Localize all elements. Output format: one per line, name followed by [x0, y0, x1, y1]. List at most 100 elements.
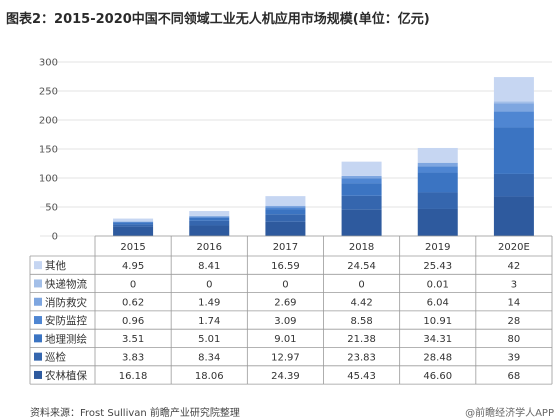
- source-note: 资料来源：Frost Sullivan 前瞻产业研究院整理: [30, 408, 240, 419]
- legend-label: 消防救灾: [45, 296, 87, 309]
- bar-segment: [341, 209, 382, 236]
- data-label: 4.42: [350, 298, 372, 309]
- data-label: 4.95: [122, 261, 144, 272]
- y-tick-label: 0: [52, 232, 58, 243]
- bar-segment: [189, 211, 230, 216]
- bar-segment: [493, 196, 534, 236]
- data-label: 0.96: [122, 316, 144, 327]
- bar-segment: [265, 205, 306, 208]
- data-label: 0: [282, 279, 288, 290]
- data-label: 3: [511, 279, 517, 290]
- legend-label: 其他: [45, 259, 66, 272]
- bar-segment: [341, 175, 382, 179]
- bar-segment: [113, 222, 154, 225]
- bar-segment: [265, 207, 306, 210]
- bar-segment: [189, 216, 230, 218]
- bar-segment: [189, 215, 230, 217]
- data-label: 0.01: [427, 279, 449, 290]
- legend-swatch: [34, 370, 42, 379]
- y-tick-label: 100: [39, 174, 58, 185]
- data-label: 9.01: [274, 334, 296, 345]
- data-label: 3.83: [122, 352, 144, 363]
- y-tick-label: 200: [39, 116, 58, 127]
- legend-swatch: [34, 261, 42, 270]
- data-label: 39: [508, 352, 521, 363]
- x-tick-label: 2019: [425, 242, 450, 253]
- y-axis: 0 50 100 150 200 250 300: [39, 58, 58, 243]
- data-label: 24.54: [347, 261, 376, 272]
- data-label: 3.09: [274, 316, 296, 327]
- data-label: 68: [508, 371, 521, 382]
- bar-segment: [113, 221, 154, 223]
- bar-segment: [341, 161, 382, 176]
- x-tick-label: 2017: [273, 242, 298, 253]
- data-label: 18.06: [195, 371, 224, 382]
- bar-segment: [417, 192, 458, 209]
- bar-segment: [493, 127, 534, 174]
- bar-segment: [189, 225, 230, 236]
- bar-segment: [341, 183, 382, 196]
- data-label: 46.60: [423, 371, 452, 382]
- legend-label: 快递物流: [45, 277, 87, 290]
- data-label: 16.18: [119, 371, 148, 382]
- chart-title: 图表2：2015-2020中国不同领域工业无人机应用市场规模(单位：亿元): [6, 12, 430, 27]
- data-label: 42: [508, 261, 521, 272]
- bar-segment: [417, 166, 458, 173]
- bar-segment: [417, 172, 458, 193]
- data-label: 28: [508, 316, 521, 327]
- data-label: 8.41: [198, 261, 220, 272]
- data-label: 0: [130, 279, 136, 290]
- x-tick-label: 2018: [349, 242, 374, 253]
- data-label: 2.69: [274, 298, 296, 309]
- bar-segment: [341, 178, 382, 184]
- bar-segment: [493, 101, 534, 104]
- bar-segment: [113, 226, 154, 236]
- data-label: 24.39: [271, 371, 300, 382]
- legend-label: 巡检: [45, 351, 66, 364]
- y-tick-label: 250: [39, 87, 58, 98]
- stacked-bar-chart: 0 50 100 150 200 250 3 0 0 2015 2016 2017 2018 2019 2…: [29, 58, 553, 385]
- data-label: 0.62: [122, 298, 144, 309]
- legend-label: 地理测绘: [45, 332, 87, 345]
- data-label: 45.43: [347, 371, 376, 382]
- x-tick-label: 2020E: [498, 242, 530, 253]
- data-label: 3.51: [122, 334, 144, 345]
- data-table: 2015 2016 2017 2018 2019 2020E 其他 4.95 8.41 16.59…: [29, 235, 553, 385]
- data-label: 8.58: [350, 316, 372, 327]
- bar-segment: [265, 214, 306, 222]
- x-tick-label: 2016: [197, 242, 222, 253]
- bar-segment: [265, 221, 306, 236]
- data-label: 1.74: [198, 316, 220, 327]
- data-label: 0: [358, 279, 364, 290]
- data-label: 6.04: [427, 298, 449, 309]
- y-tick-label: 150: [39, 145, 58, 156]
- bar-segment: [417, 147, 458, 163]
- y-tick-label: 50: [45, 203, 58, 214]
- data-label: 1.49: [198, 298, 220, 309]
- bar-segment: [265, 196, 306, 206]
- data-label: 28.48: [423, 352, 452, 363]
- bar-segment: [189, 220, 230, 226]
- bar-segment: [417, 162, 458, 167]
- bar-segment: [493, 111, 534, 128]
- legend-swatch: [34, 316, 42, 325]
- legend-swatch: [34, 279, 42, 288]
- data-label: 21.38: [347, 334, 376, 345]
- x-tick-label: 2015: [120, 242, 145, 253]
- legend-label: 安防监控: [45, 314, 87, 327]
- data-label: 34.31: [423, 334, 452, 345]
- bar-segment: [265, 209, 306, 215]
- data-label: 23.83: [347, 352, 376, 363]
- bar-segment: [493, 103, 534, 112]
- bar-segment: [113, 218, 154, 222]
- bar-segment: [417, 208, 458, 236]
- data-label: 5.01: [198, 334, 220, 345]
- legend-swatch: [34, 334, 42, 343]
- bar-segment: [493, 173, 534, 197]
- data-label: 10.91: [423, 316, 452, 327]
- legend-swatch: [34, 352, 42, 361]
- bars: [113, 77, 534, 236]
- bar-segment: [113, 224, 154, 227]
- data-label: 0: [206, 279, 212, 290]
- bar-segment: [341, 195, 382, 210]
